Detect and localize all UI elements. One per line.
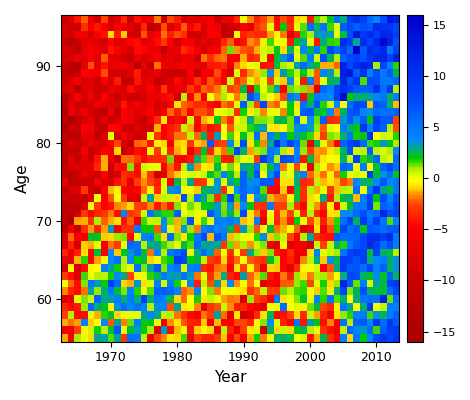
X-axis label: Year: Year: [214, 370, 247, 385]
Y-axis label: Age: Age: [15, 164, 30, 193]
